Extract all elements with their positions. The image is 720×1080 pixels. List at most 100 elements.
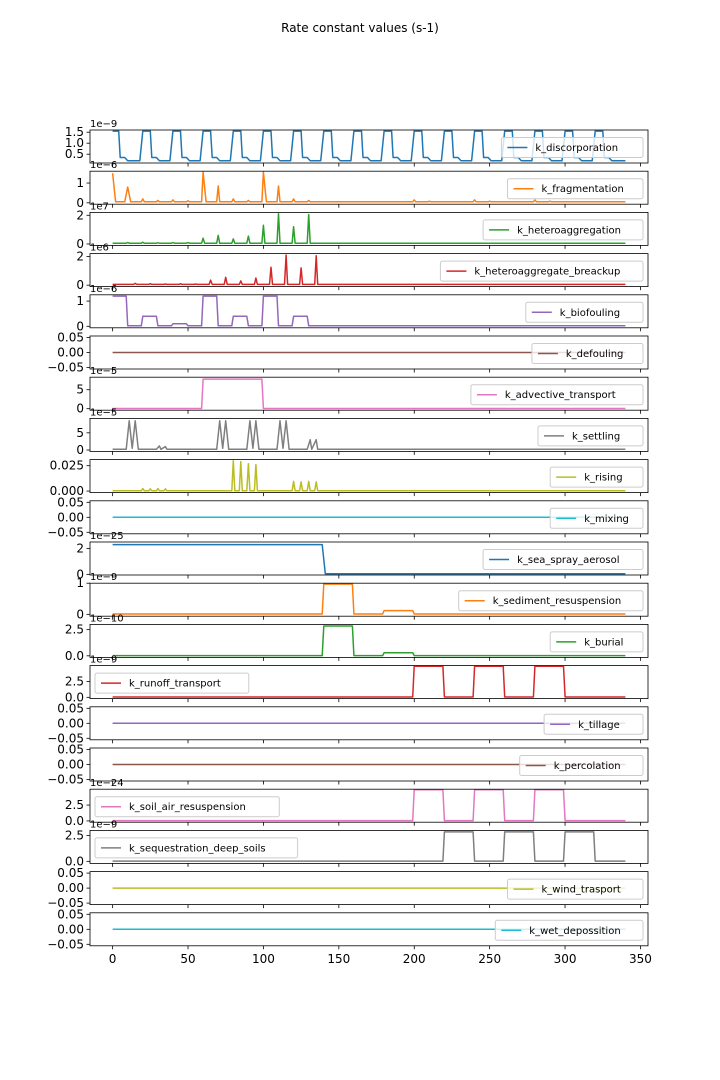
legend-frame xyxy=(537,425,644,447)
legend-frame xyxy=(549,631,644,653)
offset-multiplier: 1e−9 xyxy=(90,819,117,830)
legend-frame xyxy=(549,507,644,529)
y-tick-label: 0.05 xyxy=(57,866,84,880)
legend-label: k_heteroaggregate_breackup xyxy=(474,267,620,278)
y-tick-label: 0 xyxy=(76,607,84,621)
axes-frame xyxy=(89,788,649,823)
legend: k_sediment_resuspension xyxy=(458,590,644,612)
y-tick-label: 1.0 xyxy=(65,136,84,150)
legend-label: k_sequestration_deep_soils xyxy=(129,843,266,854)
legend: k_mixing xyxy=(549,507,644,529)
axes-frame xyxy=(89,170,649,205)
series-line-k-rising xyxy=(112,459,626,492)
x-tick-label: 300 xyxy=(554,952,577,966)
subplot-k-sequestration-deep-soils: 0.0 2.5 1e−9 k_sequestration_deep_soils xyxy=(65,819,649,868)
offset-multiplier: 1e−10 xyxy=(90,613,124,624)
legend: k_runoff_transport xyxy=(94,672,250,694)
legend-label: k_heteroaggregation xyxy=(517,225,621,236)
series-line-k-burial xyxy=(112,625,626,657)
y-tick-label: −0.05 xyxy=(47,525,84,539)
y-tick-label: 0.00 xyxy=(57,346,84,360)
axes-frame xyxy=(89,376,649,411)
x-tick-label: 0 xyxy=(109,952,117,966)
y-tick-label: 0 xyxy=(76,402,84,416)
offset-multiplier: 1e6 xyxy=(90,243,109,254)
y-tick-label: 2.5 xyxy=(65,798,84,812)
y-tick-label: 0 xyxy=(76,237,84,251)
legend-frame xyxy=(519,755,644,776)
offset-multiplier: 1e−6 xyxy=(90,160,117,171)
legend-label: k_percolation xyxy=(554,761,621,772)
offset-multiplier: 1e−24 xyxy=(90,778,124,789)
y-tick-label: 2 xyxy=(76,249,84,263)
legend: k_tillage xyxy=(543,713,644,735)
y-tick-label: 5 xyxy=(76,383,84,397)
y-tick-label: −0.05 xyxy=(47,361,84,375)
y-tick-label: 0.05 xyxy=(57,743,84,757)
subplot-k-heteroaggregate-breackup: 0 2 1e6 k_heteroaggregate_breackup xyxy=(76,243,649,292)
subplot-k-settling: 0 5 1e−5 k_settling xyxy=(76,407,649,457)
legend-frame xyxy=(470,384,644,406)
legend-label: k_settling xyxy=(572,431,620,442)
y-tick-label: 0.0 xyxy=(65,649,84,663)
legend-label: k_fragmentation xyxy=(542,184,624,195)
subplot-k-percolation: −0.050.000.05 k_percolation xyxy=(47,743,649,787)
series-line-k-sequestration-deep-soils xyxy=(112,831,626,862)
offset-multiplier: 1e7 xyxy=(90,201,109,212)
y-tick-label: 0 xyxy=(76,443,84,457)
subplot-k-sediment-resuspension: 0 1 1e−9 k_sediment_resuspension xyxy=(76,572,649,621)
series-line-k-discorporation xyxy=(112,130,626,162)
legend-label: k_wet_depossition xyxy=(529,926,620,937)
legend-label: k_advective_transport xyxy=(505,390,616,401)
y-tick-label: 0.05 xyxy=(57,907,84,921)
legend-label: k_sediment_resuspension xyxy=(493,596,622,607)
subplot-k-rising: 0.000 0.025 k_rising xyxy=(50,459,649,498)
axes-frame xyxy=(89,129,649,164)
y-tick-label: 0.00 xyxy=(57,922,84,936)
x-axis: 0 50 100 150 200 250 300 350 xyxy=(109,952,652,966)
x-tick-label: 350 xyxy=(629,952,652,966)
subplot-k-wet-depossition: −0.050.000.05 k_wet_depossition xyxy=(47,907,649,951)
legend: k_percolation xyxy=(519,755,644,776)
legend-frame xyxy=(439,260,644,282)
y-tick-label: 0.05 xyxy=(57,331,84,345)
subplot-k-burial: 0.0 2.5 1e−10 k_burial xyxy=(65,613,649,663)
legend: k_settling xyxy=(537,425,644,447)
legend-frame xyxy=(543,713,644,735)
y-tick-label: 0.5 xyxy=(65,147,84,161)
legend: k_wet_depossition xyxy=(494,919,644,941)
subplot-k-heteroaggregation: 0 2 1e7 k_heteroaggregation xyxy=(76,201,649,251)
legend-label: k_soil_air_resuspension xyxy=(129,802,246,813)
legend: k_heteroaggregation xyxy=(482,219,644,241)
subplot-k-mixing: −0.050.000.05 k_mixing xyxy=(47,495,649,539)
series-line-k-heteroaggregation xyxy=(112,213,626,244)
legend-frame xyxy=(458,590,644,612)
subplot-k-sea-spray-aerosol: 0 2 1e−25 k_sea_spray_aerosol xyxy=(76,531,649,581)
legend-frame xyxy=(94,837,299,859)
legend: k_wind_trasport xyxy=(507,878,644,900)
series-line-k-biofouling xyxy=(112,295,626,327)
offset-multiplier: 1e−9 xyxy=(90,655,117,666)
legend-label: k_wind_trasport xyxy=(542,885,621,896)
series-line-k-soil-air-resuspension xyxy=(112,789,626,822)
series-line-k-settling xyxy=(112,420,626,451)
axes-frame xyxy=(89,665,649,699)
x-tick-label: 50 xyxy=(180,952,195,966)
y-tick-label: 0 xyxy=(76,567,84,581)
subplot-k-soil-air-resuspension: 0.0 2.5 1e−24 k_soil_air_resuspension xyxy=(65,778,649,828)
legend-frame xyxy=(531,343,644,364)
y-tick-label: 1.5 xyxy=(65,125,84,139)
series-line-k-advective-transport xyxy=(112,378,626,410)
legend-label: k_rising xyxy=(584,473,622,484)
legend-frame xyxy=(549,466,644,488)
series-line-k-heteroaggregate-breackup xyxy=(112,254,626,286)
legend-label: k_mixing xyxy=(584,514,629,525)
legend: k_defouling xyxy=(531,343,644,364)
subplot-stack: 0.51.01.51e−9k_discorporation011e−6k_fra… xyxy=(47,119,652,966)
y-tick-label: 0.00 xyxy=(57,716,84,730)
y-tick-label: 0.05 xyxy=(57,495,84,509)
legend-frame xyxy=(494,919,644,941)
y-tick-label: 0 xyxy=(76,196,84,210)
legend-frame xyxy=(482,549,644,570)
